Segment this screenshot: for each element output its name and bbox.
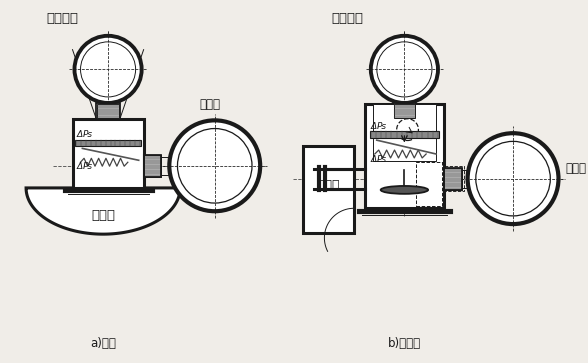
Bar bbox=[443, 166, 464, 191]
Bar bbox=[416, 162, 442, 206]
Bar bbox=[96, 103, 120, 119]
Text: 反吹风管: 反吹风管 bbox=[331, 12, 363, 25]
Bar bbox=[444, 168, 462, 189]
Bar bbox=[373, 104, 436, 161]
Text: Δ: Δ bbox=[371, 155, 377, 164]
Ellipse shape bbox=[380, 186, 428, 194]
Bar bbox=[303, 146, 354, 233]
Bar bbox=[72, 119, 143, 188]
Text: 反吹风管: 反吹风管 bbox=[46, 12, 79, 25]
Text: 滤袋室: 滤袋室 bbox=[317, 179, 340, 192]
Circle shape bbox=[371, 36, 438, 103]
Text: b)改进型: b)改进型 bbox=[388, 337, 421, 350]
Bar bbox=[75, 139, 141, 146]
Text: Ps: Ps bbox=[82, 130, 92, 139]
Bar bbox=[143, 155, 162, 177]
Text: 排风管: 排风管 bbox=[199, 98, 220, 111]
Bar bbox=[97, 104, 119, 118]
Circle shape bbox=[169, 121, 260, 211]
Polygon shape bbox=[26, 188, 180, 234]
Text: a)原型: a)原型 bbox=[90, 337, 116, 350]
Text: Δ: Δ bbox=[76, 162, 82, 171]
Circle shape bbox=[75, 36, 142, 103]
Bar bbox=[143, 155, 162, 177]
Bar bbox=[444, 168, 462, 189]
Text: Δ: Δ bbox=[371, 122, 377, 131]
Circle shape bbox=[467, 133, 559, 224]
Bar bbox=[365, 104, 444, 208]
Text: Ps: Ps bbox=[82, 162, 92, 171]
Text: Δ: Δ bbox=[76, 130, 82, 139]
Bar bbox=[370, 131, 439, 138]
Bar bbox=[393, 103, 416, 119]
Text: Ps: Ps bbox=[377, 155, 387, 164]
Text: 滤袋室: 滤袋室 bbox=[91, 209, 115, 222]
Text: 排风管: 排风管 bbox=[566, 162, 587, 175]
Text: Ps: Ps bbox=[377, 122, 387, 131]
Bar bbox=[393, 104, 415, 118]
